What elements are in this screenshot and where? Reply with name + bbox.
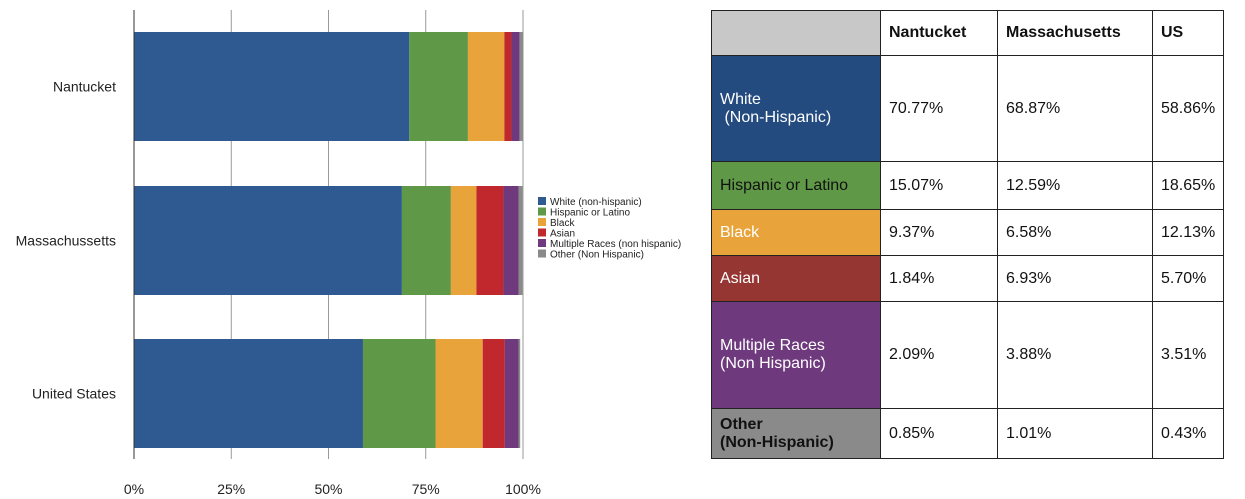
legend-label: Asian: [550, 229, 575, 240]
table-header-row: Nantucket Massachusetts US: [711, 10, 1224, 56]
bar-segment: [504, 32, 512, 141]
table-cell: 1.84%: [880, 255, 998, 302]
table-cell: 70.77%: [880, 55, 998, 162]
x-tick-label: 0%: [124, 481, 144, 497]
table-row: Asian 1.84% 6.93% 5.70%: [711, 255, 1224, 302]
table-corner-cell: [711, 10, 881, 56]
row-label-line: (Non-Hispanic): [720, 108, 832, 126]
bar-segment: [503, 186, 519, 295]
row-label: Other (Non-Hispanic): [711, 408, 881, 459]
row-label-line: White: [720, 90, 761, 108]
table-cell: 12.59%: [997, 161, 1153, 210]
table-cell: 3.88%: [997, 301, 1153, 409]
legend-label: White (non-hispanic): [550, 197, 642, 208]
x-tick-label: 100%: [505, 481, 541, 497]
table-cell: 2.09%: [880, 301, 998, 409]
row-label-line: Hispanic or Latino: [720, 176, 849, 194]
bar-segment: [482, 339, 505, 448]
bar-segment: [409, 32, 468, 141]
bar-segment: [518, 186, 523, 295]
legend-label: Hispanic or Latino: [550, 208, 630, 219]
bar-segment: [134, 186, 402, 295]
row-label: Hispanic or Latino: [711, 161, 881, 210]
table-cell: 15.07%: [880, 161, 998, 210]
table-row: Hispanic or Latino 15.07% 12.59% 18.65%: [711, 161, 1224, 210]
bar-segment: [476, 186, 504, 295]
bar-segment: [450, 186, 477, 295]
row-label-line: Other: [720, 415, 763, 433]
stacked-bar-chart: 0% 25% 50% 75% 100% Nantucket Massachussetts Un…: [16, 10, 681, 497]
bar-segment: [504, 339, 519, 448]
legend-swatch: [538, 249, 546, 258]
x-tick-label: 25%: [217, 481, 245, 497]
legend-label: Multiple Races (non hispanic): [550, 239, 681, 250]
table-cell: 18.65%: [1152, 161, 1224, 210]
table-row: White (Non-Hispanic) 70.77% 68.87% 58.86%: [711, 55, 1224, 162]
legend-swatch: [538, 239, 546, 247]
table-cell: 3.51%: [1152, 301, 1224, 409]
legend-swatch: [538, 197, 546, 205]
bar-segment: [519, 32, 523, 141]
legend-swatch: [538, 207, 546, 216]
row-label-line: (Non-Hispanic): [720, 433, 834, 451]
table-cell: 58.86%: [1152, 55, 1224, 162]
table-cell: 1.01%: [997, 408, 1153, 459]
bar-segment: [511, 32, 520, 141]
bar-segment: [467, 32, 505, 141]
legend-swatch: [538, 228, 546, 237]
table-cell: 12.13%: [1152, 209, 1224, 256]
table-cell: 6.93%: [997, 255, 1153, 302]
table-cell: 0.43%: [1152, 408, 1224, 459]
table-cell: 6.58%: [997, 209, 1153, 256]
bar-segment: [518, 339, 521, 448]
table-row: Black 9.37% 6.58% 12.13%: [711, 209, 1224, 256]
category-label: Nantucket: [53, 79, 116, 95]
table-cell: 0.85%: [880, 408, 998, 459]
table-cell: 68.87%: [997, 55, 1153, 162]
row-label: Asian: [711, 255, 881, 302]
bar-segment: [134, 32, 410, 141]
row-label: White (Non-Hispanic): [711, 55, 881, 162]
legend-swatch: [538, 218, 546, 226]
table-cell: 9.37%: [880, 209, 998, 256]
table-row: Multiple Races (Non Hispanic) 2.09% 3.88% 3.…: [711, 301, 1224, 409]
column-header-massachusetts: Massachusetts: [997, 10, 1153, 56]
table-row: Other (Non-Hispanic) 0.85% 1.01% 0.43%: [711, 408, 1224, 459]
bar-segment: [134, 339, 363, 448]
x-tick-label: 50%: [314, 481, 342, 497]
legend-label: Black: [550, 218, 575, 229]
column-header-us: US: [1152, 10, 1224, 56]
bar-segment: [362, 339, 436, 448]
column-header-nantucket: Nantucket: [880, 10, 998, 56]
category-label: United States: [32, 386, 116, 402]
row-label: Multiple Races (Non Hispanic): [711, 301, 881, 409]
bar-segment: [401, 186, 451, 295]
row-label-line: (Non Hispanic): [720, 355, 826, 372]
row-label-line: Asian: [720, 269, 761, 287]
category-label: Massachussetts: [16, 233, 116, 249]
table-cell: 5.70%: [1152, 255, 1224, 302]
race-ethnicity-table: Nantucket Massachusetts US White (Non-Hi…: [711, 10, 1224, 459]
row-label-line: Multiple Races: [720, 337, 825, 354]
row-label: Black: [711, 209, 881, 256]
bar-segment: [435, 339, 483, 448]
row-label-line: Black: [720, 223, 760, 241]
x-tick-label: 75%: [412, 481, 440, 497]
legend-label: Other (Non Hispanic): [550, 250, 644, 261]
